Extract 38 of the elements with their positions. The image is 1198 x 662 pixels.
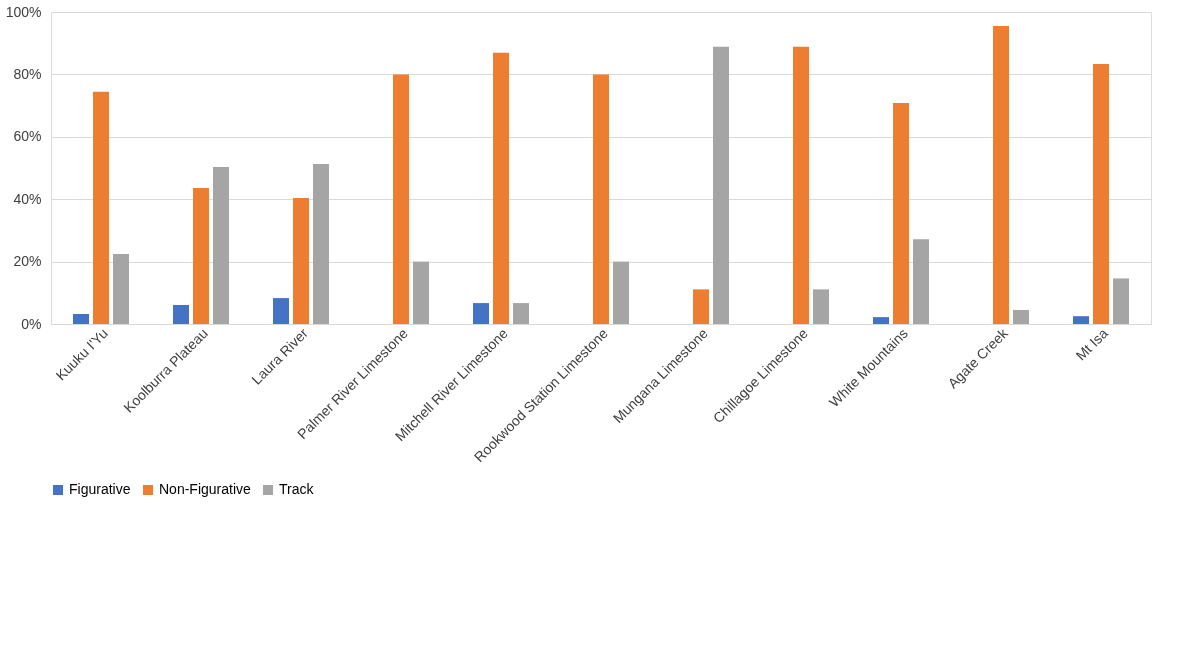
bar [273, 298, 289, 324]
bar [593, 74, 609, 324]
bar [693, 289, 709, 324]
legend-label: Track [279, 481, 315, 497]
bar [993, 26, 1009, 324]
bar [473, 303, 489, 324]
y-tick-label: 80% [13, 65, 42, 82]
bar [913, 239, 929, 324]
legend-label: Figurative [69, 481, 131, 497]
bar [513, 303, 529, 324]
bar [793, 46, 809, 324]
bar [393, 74, 409, 324]
bar [813, 289, 829, 324]
bar [493, 52, 509, 324]
bar [193, 187, 209, 324]
y-tick-label: 20% [13, 253, 42, 270]
legend-label: Non-Figurative [159, 481, 252, 497]
bar [1113, 278, 1129, 324]
bar [1073, 316, 1089, 324]
bar [1093, 64, 1109, 324]
y-tick-label: 0% [21, 315, 42, 332]
x-tick-label: Mt Isa [1072, 324, 1112, 364]
bar [413, 261, 429, 324]
bar [213, 167, 229, 324]
bar [173, 304, 189, 324]
bar [293, 197, 309, 324]
bar [113, 254, 129, 324]
bar [893, 103, 909, 324]
bar [713, 46, 729, 324]
bar [313, 163, 329, 324]
y-tick-label: 100% [5, 3, 42, 20]
bar [93, 91, 109, 324]
bar [1013, 309, 1029, 324]
bar [613, 261, 629, 324]
y-tick-label: 60% [13, 128, 42, 145]
bar [873, 317, 889, 324]
bar [73, 314, 89, 324]
y-tick-label: 40% [13, 190, 42, 207]
